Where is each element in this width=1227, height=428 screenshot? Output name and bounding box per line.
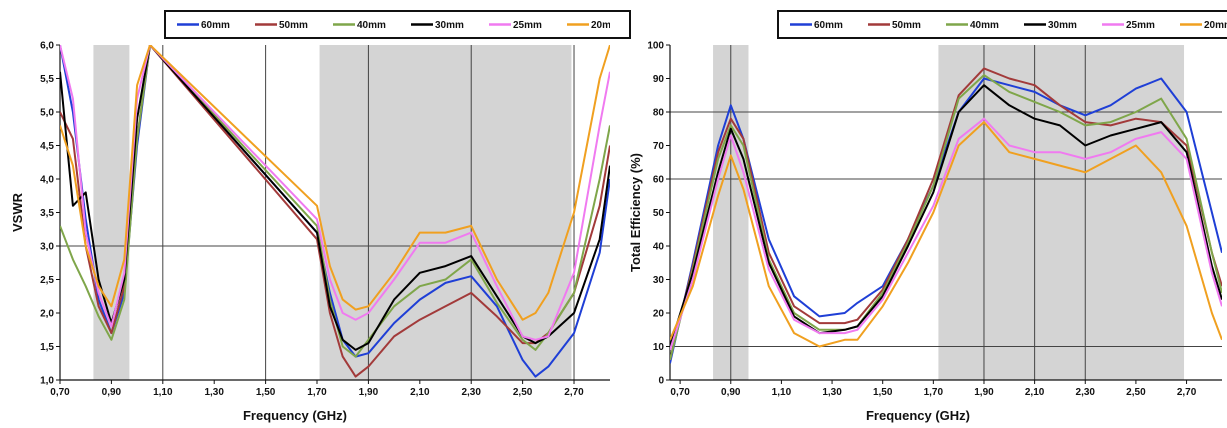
shaded-band — [938, 45, 1185, 380]
x-tick-label: 0,90 — [102, 387, 122, 398]
legend-label: 20mm — [1204, 20, 1227, 31]
series-group — [670, 67, 1222, 364]
x-tick-label: 1,50 — [256, 387, 276, 398]
y-tick-label: 90 — [653, 74, 665, 85]
series-line-40mm — [60, 45, 610, 358]
legend-label: 40mm — [970, 20, 999, 31]
x-axis-label: Frequency (GHz) — [243, 408, 347, 423]
y-tick-label: 6,0 — [40, 41, 54, 52]
y-tick-label: 4,5 — [40, 141, 54, 152]
series-line-20mm — [60, 45, 610, 321]
x-tick-label: 2,30 — [1076, 387, 1096, 398]
legend-label: 60mm — [814, 20, 843, 31]
y-tick-label: 0 — [658, 376, 664, 387]
x-tick-label: 1,90 — [359, 387, 379, 398]
legend-label: 50mm — [892, 20, 921, 31]
x-tick-label: 2,50 — [1126, 387, 1146, 398]
x-tick-label: 1,70 — [307, 387, 327, 398]
y-tick-label: 10 — [653, 342, 665, 353]
chart-panel-0: 0,70 0,90 1,10 1,30 1,50 1,70 1,90 2,10 2,30 2,50… — [10, 41, 610, 423]
y-tick-label: 60 — [653, 175, 665, 186]
legend-box — [777, 10, 1227, 39]
y-tick-label: 20 — [653, 309, 665, 320]
x-tick-label: 0,90 — [721, 387, 741, 398]
legend-label: 25mm — [1126, 20, 1155, 31]
y-tick-label: 5,5 — [40, 74, 54, 85]
y-tick-label: 40 — [653, 242, 665, 253]
series-line-50mm — [670, 67, 1222, 361]
legend-label: 20mm — [591, 20, 620, 31]
series-line-20mm — [670, 121, 1222, 348]
x-tick-label: 2,50 — [513, 387, 533, 398]
x-tick-label: 1,30 — [822, 387, 842, 398]
y-tick-label: 1,0 — [40, 376, 54, 387]
y-tick-label: 2,5 — [40, 275, 54, 286]
series-line-25mm — [60, 45, 610, 341]
legend: 60mm 50mm 40mm 30mm 25mm 20mm — [777, 10, 1227, 39]
x-tick-label: 1,10 — [153, 387, 173, 398]
legend: 60mm 50mm 40mm 30mm 25mm 20mm — [164, 10, 631, 39]
series-line-30mm — [60, 45, 610, 351]
x-axis-label: Frequency (GHz) — [866, 408, 970, 423]
legend-label: 30mm — [435, 20, 464, 31]
y-tick-label: 1,5 — [40, 342, 54, 353]
y-tick-label: 30 — [653, 275, 665, 286]
series-group — [60, 45, 610, 378]
legend-label: 40mm — [357, 20, 386, 31]
y-axis-label: VSWR — [10, 192, 25, 232]
x-tick-label: 1,90 — [974, 387, 994, 398]
legend-box — [164, 10, 631, 39]
legend-label: 50mm — [279, 20, 308, 31]
y-tick-label: 4,0 — [40, 175, 54, 186]
y-tick-label: 3,5 — [40, 208, 54, 219]
x-tick-label: 1,50 — [873, 387, 893, 398]
series-line-40mm — [670, 74, 1222, 361]
x-tick-label: 2,10 — [1025, 387, 1045, 398]
y-tick-label: 100 — [647, 41, 664, 52]
chart-panel-1: 0,70 0,90 1,10 1,30 1,50 1,70 1,90 2,10 2,30 2,50… — [628, 41, 1222, 423]
x-tick-label: 0,70 — [50, 387, 70, 398]
x-tick-label: 1,10 — [772, 387, 792, 398]
y-tick-label: 5,0 — [40, 108, 54, 119]
legend-label: 25mm — [513, 20, 542, 31]
x-tick-label: 2,70 — [564, 387, 584, 398]
y-tick-label: 2,0 — [40, 309, 54, 320]
legend-label: 30mm — [1048, 20, 1077, 31]
shaded-band — [319, 45, 572, 380]
y-tick-label: 70 — [653, 141, 665, 152]
series-line-30mm — [670, 84, 1222, 347]
y-axis-label: Total Efficiency (%) — [628, 153, 643, 272]
x-tick-label: 2,70 — [1177, 387, 1197, 398]
x-tick-label: 0,70 — [670, 387, 690, 398]
x-tick-label: 2,10 — [410, 387, 430, 398]
y-tick-label: 3,0 — [40, 242, 54, 253]
x-tick-label: 1,70 — [924, 387, 944, 398]
x-tick-label: 2,30 — [461, 387, 481, 398]
y-tick-label: 50 — [653, 208, 665, 219]
y-tick-label: 80 — [653, 108, 665, 119]
legend-label: 60mm — [201, 20, 230, 31]
series-line-25mm — [670, 117, 1222, 351]
x-tick-label: 1,30 — [204, 387, 224, 398]
